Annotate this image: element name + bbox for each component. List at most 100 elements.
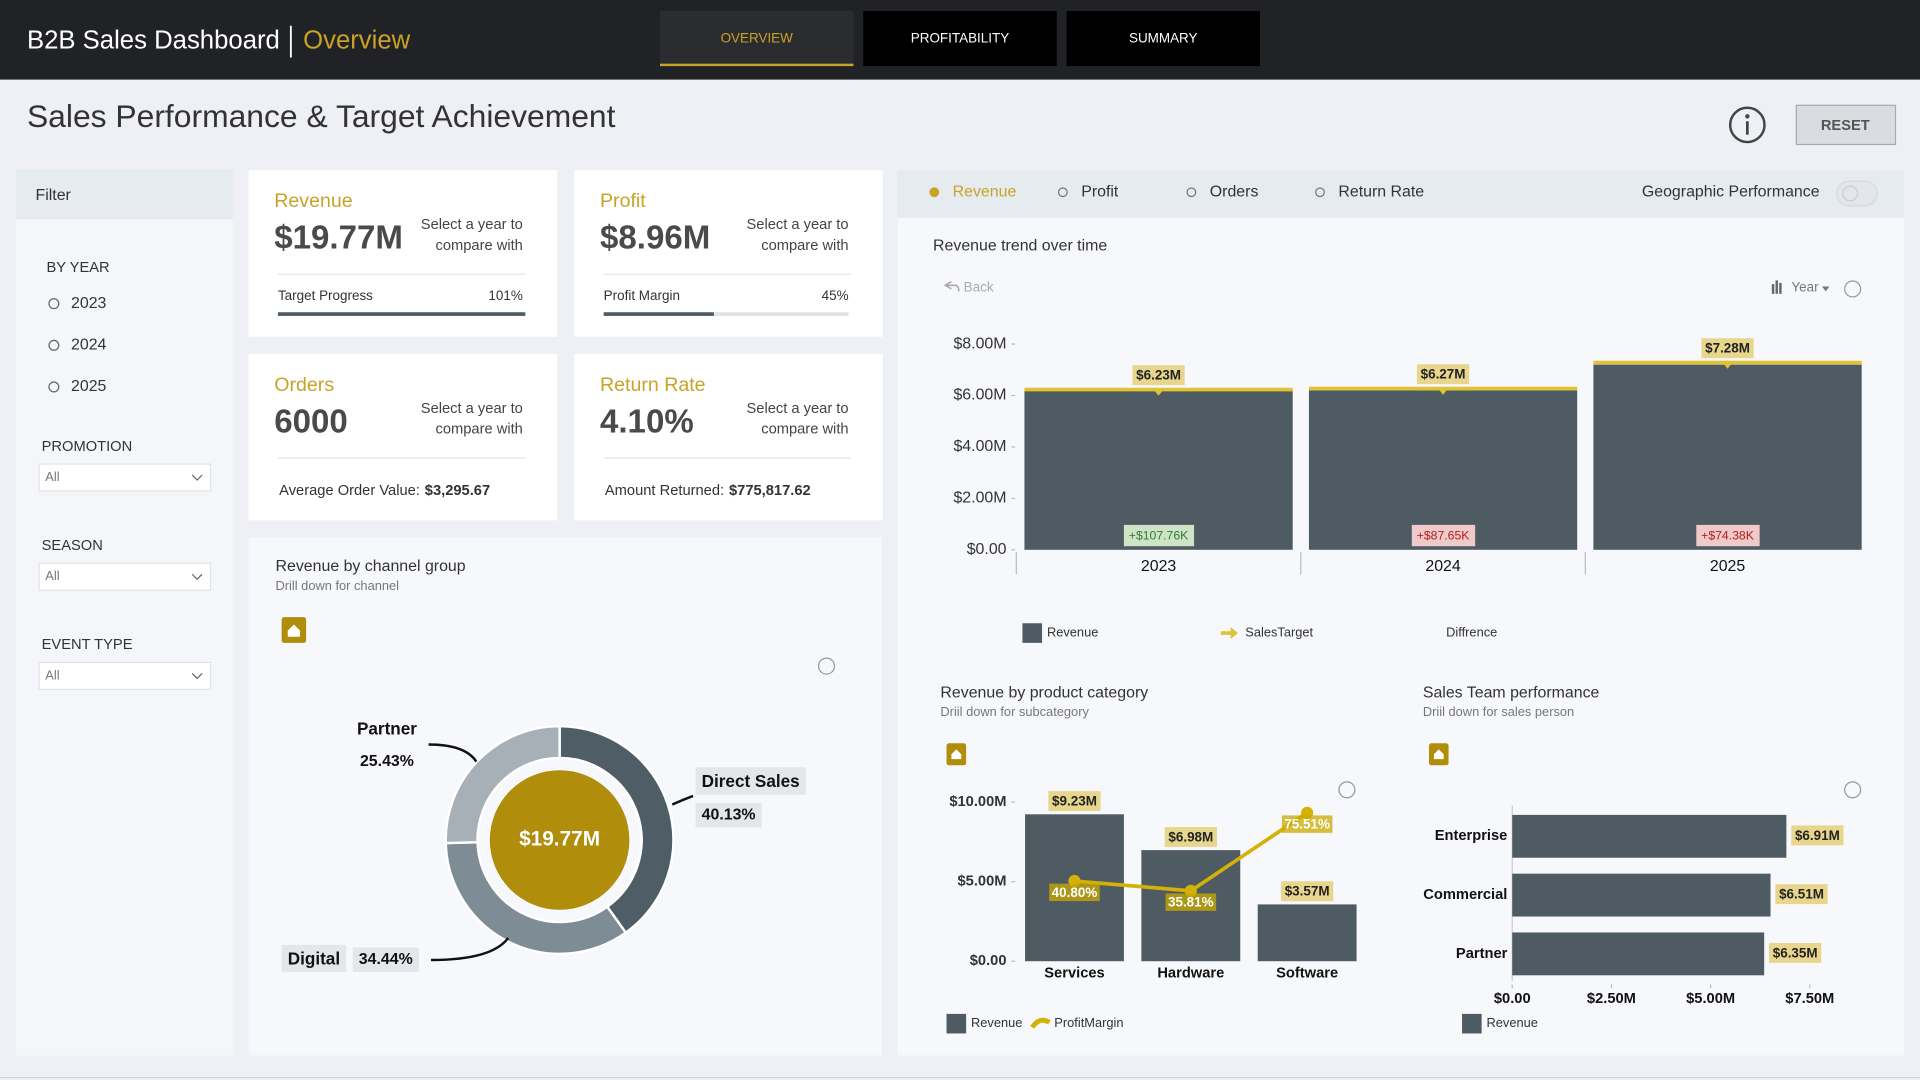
- year-radio[interactable]: [48, 339, 60, 351]
- tab-indicator: [660, 63, 854, 67]
- year-radio[interactable]: [48, 381, 60, 393]
- bar: [1512, 873, 1771, 917]
- y-tick-label: $0.00: [967, 541, 1007, 558]
- kpi-value: $8.96M: [600, 220, 710, 257]
- kpi-title: Orders: [274, 374, 334, 396]
- x-tick-label: 2023: [1141, 558, 1177, 575]
- metric-radio[interactable]: [1057, 187, 1068, 198]
- label-box: [1411, 524, 1476, 547]
- app-title: B2B Sales Dashboard: [27, 26, 280, 54]
- label-box: [1164, 826, 1217, 847]
- help-icon[interactable]: [1844, 781, 1862, 799]
- toggle-knob: [1842, 185, 1859, 202]
- year-option[interactable]: 2025: [71, 378, 107, 395]
- bar-value-label: $6.91M: [1795, 828, 1840, 843]
- metric-option[interactable]: Profit: [1081, 183, 1119, 200]
- dropdown-label: PROMOTION: [42, 439, 133, 455]
- line-value-label: 35.81%: [1168, 895, 1214, 910]
- chart-title: Revenue by channel group: [276, 558, 466, 575]
- kpi-card: [248, 170, 558, 337]
- page-title: Sales Performance & Target Achievement: [27, 98, 616, 134]
- drill-caret: [1822, 286, 1830, 292]
- tab[interactable]: [863, 11, 1057, 67]
- dropdown-chevron: [191, 673, 203, 680]
- year-option[interactable]: 2023: [71, 295, 107, 312]
- tab[interactable]: [1066, 11, 1260, 67]
- metric-radio[interactable]: [1315, 187, 1325, 198]
- kpi-value: $19.77M: [274, 220, 403, 257]
- kpi-title: Profit: [600, 190, 646, 212]
- dropdown[interactable]: [38, 661, 212, 690]
- tab-label[interactable]: PROFITABILITY: [911, 31, 1009, 46]
- kpi-note: compare with: [761, 238, 848, 254]
- toggle-label: Geographic Performance: [1642, 183, 1820, 200]
- progress-bar: [603, 312, 714, 316]
- back-icon: [943, 280, 960, 292]
- x-tick-label: $5.00M: [1686, 991, 1735, 1007]
- bar-value-label: $9.23M: [1052, 794, 1097, 809]
- back-button[interactable]: Back: [964, 279, 994, 294]
- bar: [1593, 364, 1862, 550]
- drill-icon: [1771, 280, 1782, 294]
- tab-label[interactable]: SUMMARY: [1129, 31, 1198, 46]
- dropdown[interactable]: [38, 463, 212, 492]
- bar-value-label: $6.98M: [1168, 829, 1213, 844]
- kpi-note: Select a year to: [747, 217, 849, 233]
- leader-line: [428, 743, 478, 763]
- target-label: $7.28M: [1705, 341, 1750, 356]
- legend-label: SalesTarget: [1245, 624, 1313, 639]
- metric-radio[interactable]: [929, 187, 940, 198]
- label-box: [1132, 365, 1185, 386]
- bar-value-label: $6.51M: [1779, 887, 1824, 902]
- x-tick-label: $2.50M: [1587, 991, 1636, 1007]
- y-tick-label: $10.00M: [949, 794, 1006, 810]
- metric-option[interactable]: Return Rate: [1338, 183, 1424, 200]
- x-tick-label: Software: [1276, 965, 1338, 981]
- reset-label[interactable]: RESET: [1821, 118, 1870, 134]
- metric-option[interactable]: Orders: [1210, 183, 1259, 200]
- year-radio[interactable]: [48, 298, 60, 310]
- chart-title: Sales Team performance: [1423, 684, 1600, 701]
- donut-segment: [444, 724, 561, 845]
- y-tick-label: $4.00M: [953, 438, 1006, 455]
- slice-value: 25.43%: [360, 753, 414, 770]
- kpi-card: [574, 170, 883, 337]
- help-icon[interactable]: [1338, 781, 1356, 799]
- kpi-detail: Average Order Value: $3,295.67: [279, 483, 490, 499]
- dropdown-value: All: [45, 667, 59, 682]
- label-box: [1048, 791, 1101, 812]
- tab-label[interactable]: OVERVIEW: [721, 31, 794, 46]
- kpi-note: Select a year to: [421, 217, 523, 233]
- metric-option[interactable]: Revenue: [953, 183, 1017, 200]
- year-filter-label: BY YEAR: [47, 260, 110, 276]
- info-button[interactable]: [1728, 106, 1766, 144]
- reset-button[interactable]: [1795, 104, 1897, 146]
- help-icon[interactable]: [817, 657, 836, 675]
- legend-swatch: [1462, 1013, 1482, 1034]
- info-icon[interactable]: [1728, 106, 1766, 144]
- bar-value-label: $3.57M: [1285, 884, 1330, 899]
- help-icon[interactable]: [1844, 280, 1862, 298]
- y-tick-label: Commercial: [1423, 887, 1507, 903]
- drill-selector[interactable]: Year: [1791, 279, 1819, 294]
- donut-segment: [558, 724, 675, 935]
- bar: [1257, 904, 1357, 962]
- metric-radio[interactable]: [1186, 187, 1197, 198]
- kpi-detail: Amount Returned: $775,817.62: [605, 483, 811, 499]
- detail-value: $3,295.67: [425, 483, 490, 499]
- progress-label: Profit Margin: [604, 288, 680, 303]
- dropdown[interactable]: [38, 562, 212, 591]
- detail-label: Average Order Value:: [279, 483, 420, 499]
- legend-label: Revenue: [1487, 1015, 1538, 1030]
- tab[interactable]: [660, 11, 854, 67]
- year-option[interactable]: 2024: [71, 337, 107, 354]
- legend-label: Revenue: [1047, 624, 1098, 639]
- target-marker: [1438, 388, 1448, 395]
- kpi-note: Select a year to: [747, 401, 849, 417]
- difference-label: +$87.65K: [1417, 529, 1471, 543]
- y-tick-label: $8.00M: [953, 335, 1006, 352]
- progress-value: 45%: [822, 288, 849, 303]
- slice-name: Partner: [357, 718, 417, 738]
- label-box: [281, 944, 347, 973]
- legend-swatch: [946, 1013, 967, 1034]
